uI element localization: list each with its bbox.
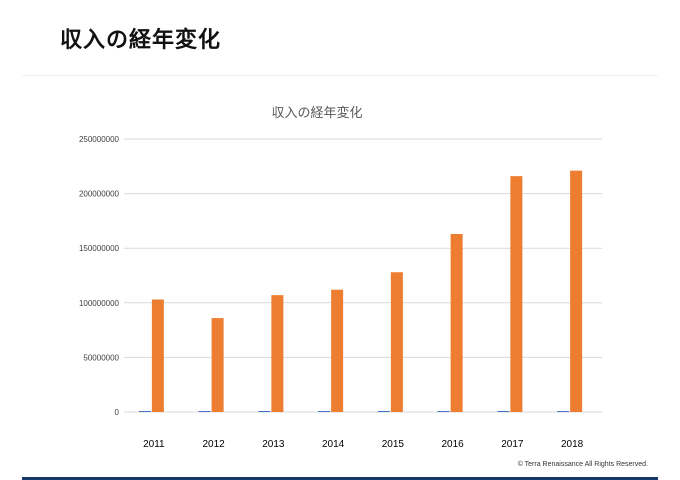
chart-panel: 収入の経年変化 0 50000000 100000000 150000000 20000… — [22, 75, 658, 456]
bar-small-2011 — [138, 411, 151, 412]
x-tick-label: 2017 — [501, 439, 524, 450]
copyright-notice: © Terra Renaissance All Rights Reserved. — [517, 461, 648, 468]
bar-chart: 収入の経年変化 0 50000000 100000000 150000000 20000… — [79, 105, 602, 450]
chart-title: 収入の経年変化 — [271, 105, 362, 121]
bar-large-2017 — [510, 176, 523, 412]
bar-large-2011 — [151, 299, 164, 412]
x-tick-label: 2018 — [561, 439, 584, 450]
bars — [138, 170, 583, 412]
bar-large-2015 — [390, 272, 403, 412]
slide-title: 収入の経年変化 — [60, 28, 222, 53]
bottom-accent-bar — [22, 477, 658, 480]
gridlines — [124, 138, 602, 413]
bar-large-2018 — [570, 170, 583, 412]
x-tick-label: 2015 — [382, 439, 405, 450]
y-tick-label: 250000000 — [79, 135, 120, 144]
bar-small-2017 — [497, 411, 510, 412]
bar-large-2016 — [450, 234, 463, 412]
y-axis-tick-labels: 0 50000000 100000000 150000000 200000000 2500… — [79, 135, 120, 417]
y-tick-label: 0 — [115, 408, 120, 417]
bar-small-2012 — [198, 411, 211, 412]
x-tick-label: 2012 — [203, 439, 226, 450]
x-tick-label: 2014 — [322, 439, 345, 450]
bar-small-2018 — [557, 411, 570, 412]
x-tick-label: 2011 — [143, 439, 165, 450]
bar-small-2016 — [437, 411, 450, 412]
bar-small-2014 — [318, 411, 331, 412]
x-tick-label: 2013 — [262, 439, 285, 450]
bar-large-2013 — [271, 295, 284, 412]
y-tick-label: 200000000 — [79, 190, 120, 199]
y-tick-label: 100000000 — [79, 299, 120, 308]
bar-small-2015 — [377, 411, 390, 412]
y-tick-label: 150000000 — [79, 244, 120, 253]
x-tick-label: 2016 — [442, 439, 465, 450]
bar-large-2012 — [211, 318, 224, 412]
bar-large-2014 — [331, 289, 344, 412]
y-tick-label: 50000000 — [83, 353, 119, 362]
x-axis-tick-labels: 2011 2012 2013 2014 2015 2016 2017 2018 — [143, 439, 584, 450]
bar-small-2013 — [258, 411, 271, 412]
